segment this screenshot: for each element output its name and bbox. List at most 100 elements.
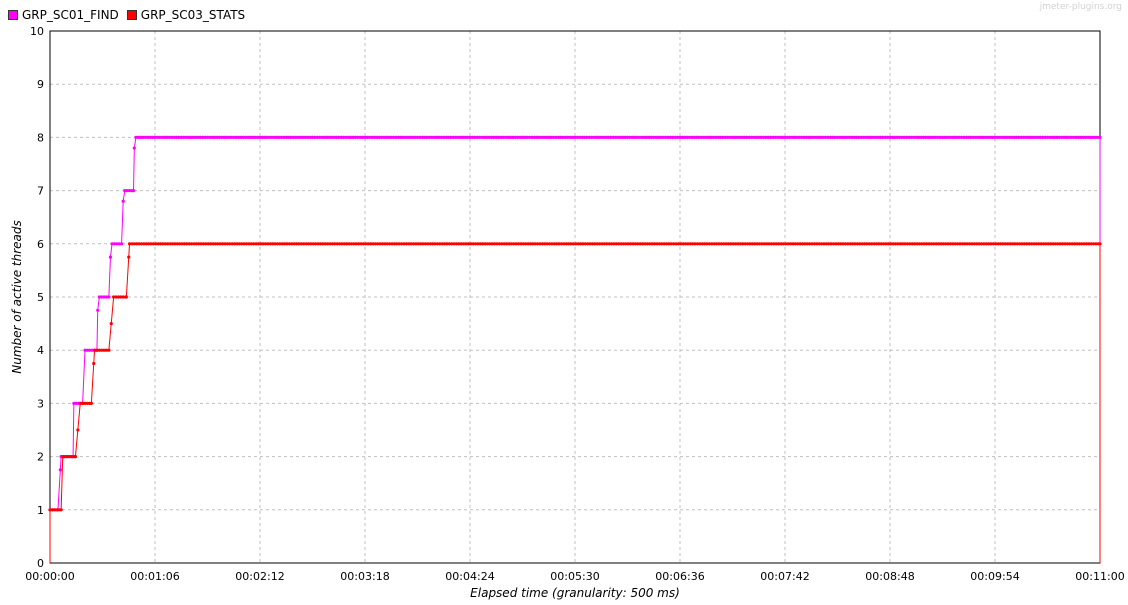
- data-point: [1027, 242, 1031, 246]
- data-point: [1068, 242, 1072, 246]
- data-point: [547, 242, 552, 246]
- data-point: [189, 242, 194, 246]
- data-point: [795, 135, 799, 139]
- data-point: [1017, 135, 1021, 139]
- data-point: [380, 135, 384, 139]
- data-point: [843, 135, 847, 139]
- data-point: [411, 135, 415, 139]
- data-point: [92, 361, 96, 366]
- data-point: [567, 242, 571, 246]
- data-point: [469, 242, 473, 246]
- data-point: [454, 242, 459, 246]
- data-point: [657, 242, 661, 246]
- data-point: [544, 135, 548, 139]
- data-point: [624, 242, 628, 246]
- data-point: [848, 242, 852, 246]
- data-point: [199, 242, 203, 246]
- data-point: [523, 135, 527, 139]
- data-point: [611, 135, 615, 139]
- data-point: [1072, 135, 1076, 139]
- data-point: [342, 242, 346, 246]
- x-tick-label: 00:09:54: [970, 570, 1019, 583]
- data-point: [377, 135, 381, 139]
- data-point: [58, 468, 62, 472]
- data-point: [659, 135, 663, 139]
- data-point: [170, 135, 174, 139]
- data-point: [337, 135, 341, 139]
- data-point: [953, 242, 957, 246]
- data-point: [442, 135, 446, 139]
- data-point: [537, 135, 541, 139]
- data-point: [800, 242, 805, 246]
- data-point: [174, 135, 179, 139]
- data-point: [695, 242, 700, 246]
- data-point: [315, 135, 319, 139]
- data-point: [211, 242, 215, 246]
- data-point: [613, 135, 618, 139]
- data-point: [976, 135, 980, 139]
- data-point: [767, 242, 771, 246]
- legend-item-find: GRP_SC01_FIND: [8, 8, 119, 22]
- data-point: [810, 242, 814, 246]
- y-tick-label: 2: [37, 451, 44, 464]
- data-point: [165, 135, 169, 139]
- data-point: [236, 135, 241, 139]
- data-point: [339, 135, 343, 139]
- data-point: [404, 242, 408, 246]
- data-point: [323, 242, 327, 246]
- data-point: [808, 242, 812, 246]
- data-point: [407, 242, 411, 246]
- data-point: [948, 242, 953, 246]
- data-point: [466, 135, 470, 139]
- data-point: [158, 242, 163, 246]
- data-point: [951, 242, 955, 246]
- data-point: [550, 242, 554, 246]
- data-point: [617, 242, 621, 246]
- data-point: [206, 242, 210, 246]
- data-point: [76, 428, 80, 432]
- data-point: [275, 135, 279, 139]
- data-point: [142, 242, 146, 246]
- data-point: [656, 135, 661, 139]
- data-point: [590, 135, 594, 139]
- data-point: [1041, 242, 1046, 246]
- data-point: [373, 242, 377, 246]
- data-point: [693, 242, 697, 246]
- series-markers-grp-sc01-find: [48, 135, 1102, 512]
- data-point: [1057, 135, 1062, 139]
- data-point: [156, 242, 160, 246]
- data-point: [793, 242, 797, 246]
- data-point: [932, 242, 936, 246]
- data-point: [1080, 242, 1084, 246]
- data-point: [606, 135, 611, 139]
- data-point: [193, 135, 198, 139]
- x-tick-label: 00:06:36: [655, 570, 704, 583]
- data-point: [895, 135, 899, 139]
- data-point: [609, 242, 614, 246]
- data-point: [759, 135, 763, 139]
- data-point: [791, 242, 795, 246]
- data-point: [984, 242, 988, 246]
- data-point: [116, 295, 121, 299]
- data-point: [304, 242, 308, 246]
- data-point: [1070, 242, 1074, 246]
- data-point: [676, 242, 681, 246]
- data-point: [220, 135, 224, 139]
- data-point: [283, 242, 287, 246]
- data-point: [272, 135, 276, 139]
- data-point: [370, 135, 374, 139]
- data-point: [531, 242, 535, 246]
- data-point: [1075, 242, 1079, 246]
- data-point: [1058, 242, 1062, 246]
- data-point: [414, 242, 418, 246]
- data-point: [249, 242, 253, 246]
- data-point: [215, 135, 219, 139]
- data-point: [1086, 135, 1090, 139]
- data-point: [344, 135, 348, 139]
- data-point: [1076, 135, 1081, 139]
- data-point: [714, 242, 719, 246]
- data-point: [829, 242, 833, 246]
- data-point: [926, 135, 930, 139]
- data-point: [685, 135, 689, 139]
- data-point: [666, 135, 670, 139]
